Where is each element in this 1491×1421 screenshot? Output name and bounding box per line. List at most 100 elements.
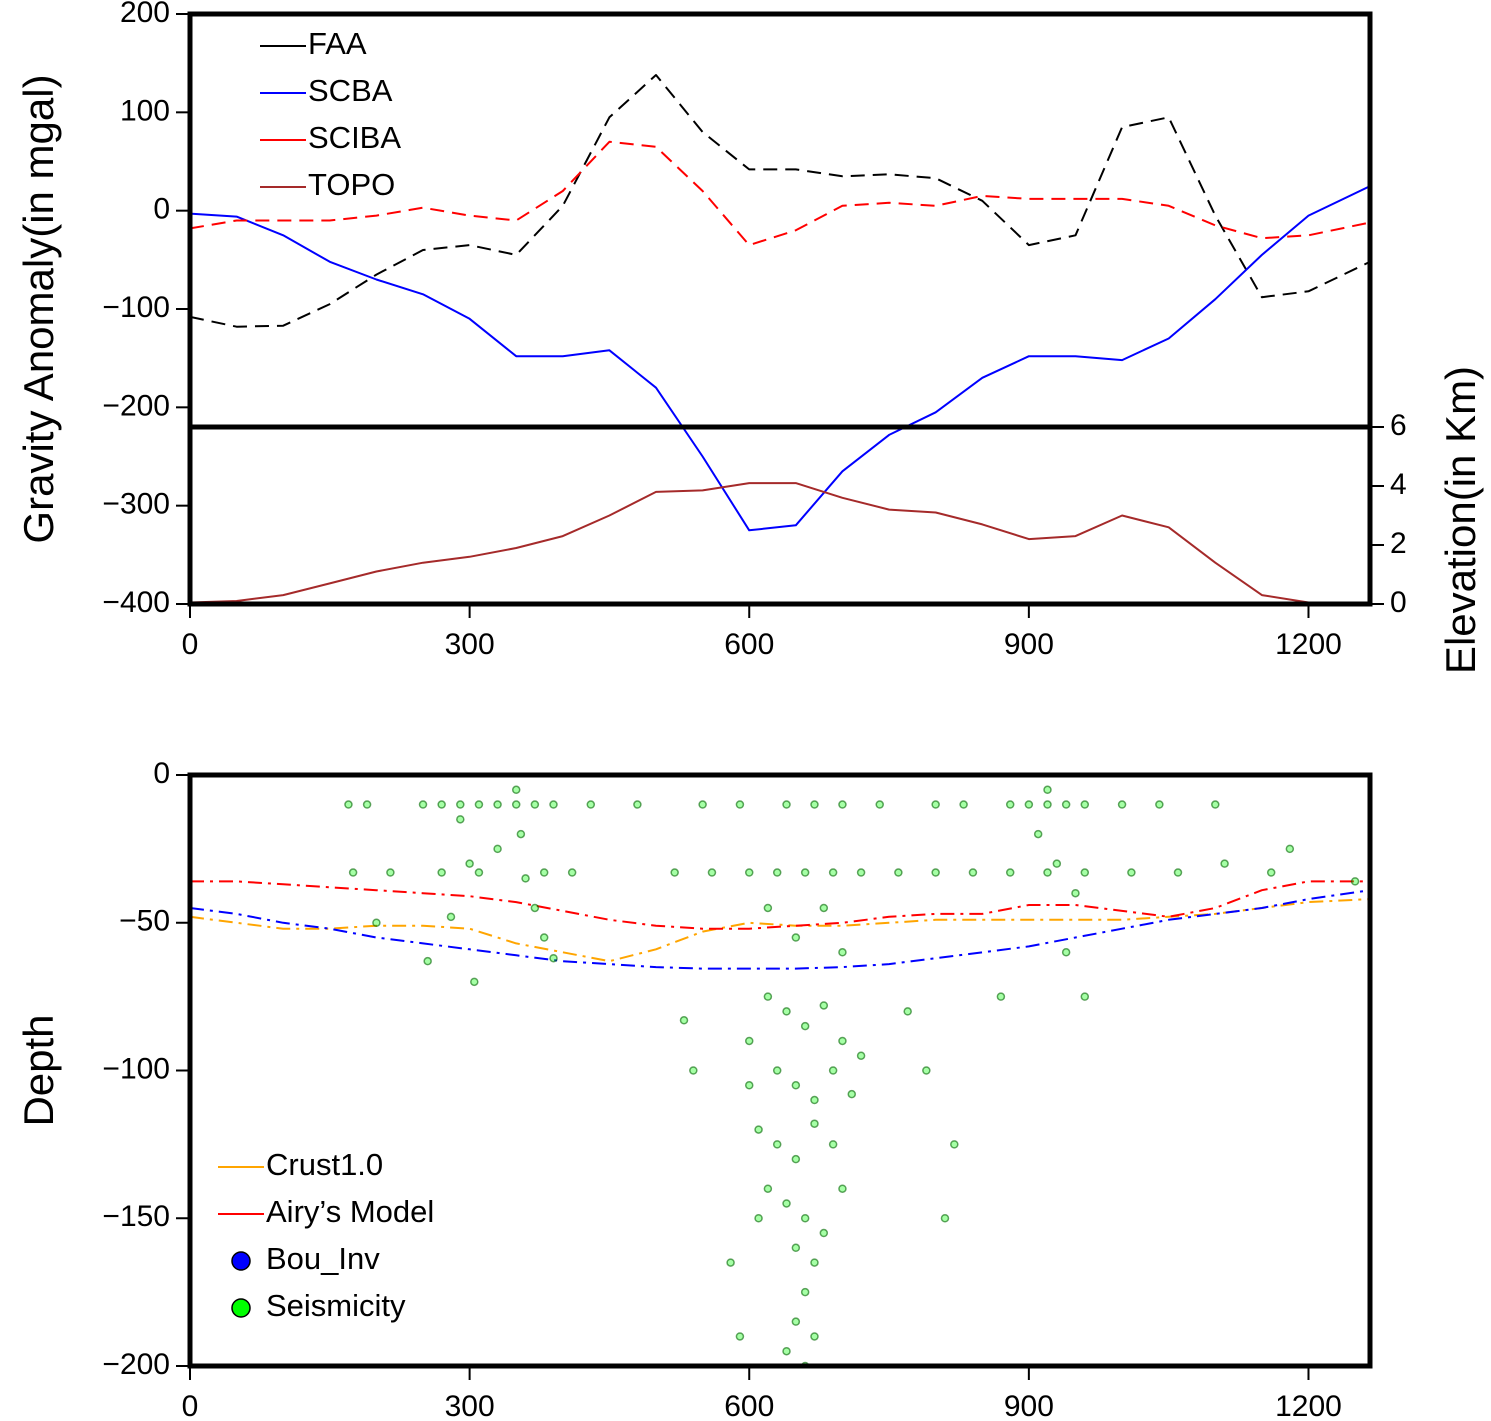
y-tick-label: 0	[153, 193, 170, 226]
seismic-event	[838, 1036, 847, 1046]
seismic-event	[493, 844, 502, 854]
legend-swatch	[231, 1298, 251, 1318]
seismic-event	[511, 800, 521, 809]
seismic-event	[726, 1258, 735, 1267]
seismic-event	[446, 912, 456, 922]
y-tick-label: −100	[102, 291, 170, 324]
seismic-event	[931, 800, 940, 809]
seismic-event	[940, 1214, 950, 1223]
seismic-event	[1043, 868, 1052, 877]
legend-label: Bou_Inv	[266, 1241, 380, 1276]
seismic-event	[754, 1125, 763, 1134]
seismic-event	[931, 868, 940, 877]
legend-label: Crust1.0	[266, 1147, 383, 1182]
seismic-event	[791, 1243, 801, 1253]
y2-axis-label: Elevation(in Km)	[1437, 366, 1484, 674]
seismic-event	[1155, 800, 1164, 809]
x-tick-label: 900	[1004, 1390, 1054, 1421]
legend-label: FAA	[308, 26, 367, 61]
x-tick-label: 600	[724, 628, 774, 661]
y-tick-label: −200	[102, 1348, 170, 1381]
y-tick-label: −200	[102, 389, 170, 422]
y2-tick-label: 0	[1390, 586, 1407, 619]
seismic-event	[810, 1095, 819, 1105]
x-tick-label: 600	[724, 1390, 774, 1421]
seismic-event	[344, 800, 353, 809]
y-tick-label: −300	[102, 488, 170, 521]
seismic-event	[539, 868, 549, 877]
plot-frame	[187, 11, 1373, 607]
seismic-event	[791, 933, 801, 942]
seismic-event	[800, 1021, 810, 1031]
seismic-event	[1080, 992, 1090, 1001]
seismic-event	[791, 1317, 801, 1326]
plot-frame	[187, 772, 1373, 1369]
x-tick-label: 300	[445, 1390, 495, 1421]
seismic-event	[763, 903, 773, 913]
seismic-event	[1173, 868, 1183, 877]
seismic-event	[1052, 859, 1062, 868]
seismic-event	[800, 1214, 810, 1223]
seismic-event	[372, 918, 381, 927]
seismic-event	[819, 1228, 829, 1238]
seismic-event	[772, 868, 782, 877]
seismic-event	[511, 785, 521, 795]
seismic-event	[1005, 868, 1015, 877]
seismic-event	[996, 992, 1006, 1001]
seismic-event	[875, 800, 884, 809]
seismic-event	[530, 903, 540, 913]
seismic-event	[1266, 868, 1276, 877]
plot-area	[190, 74, 1370, 604]
seismic-event	[959, 800, 968, 809]
seismic-event	[819, 903, 829, 913]
seismic-event	[800, 868, 810, 877]
series-line	[190, 185, 1370, 532]
seismic-event	[530, 800, 540, 809]
seismic-event	[679, 1016, 689, 1025]
seismic-event	[633, 800, 642, 809]
seismic-event	[856, 1051, 866, 1060]
seismic-event	[828, 1066, 838, 1075]
seismic-event	[791, 1081, 801, 1090]
seismic-event	[763, 1184, 773, 1193]
seismic-event	[456, 815, 465, 824]
seismic-event	[1080, 868, 1090, 877]
seismic-event	[1005, 800, 1015, 809]
seismic-event	[539, 933, 549, 942]
seismic-event	[418, 800, 428, 809]
y2-tick-label: 2	[1390, 527, 1407, 560]
seismic-event	[1071, 888, 1080, 898]
seismic-event	[763, 992, 773, 1001]
seismic-event	[800, 1287, 810, 1297]
legend-label: SCIBA	[308, 120, 401, 155]
seismic-event	[810, 1119, 819, 1128]
y2-tick-label: 6	[1390, 409, 1407, 442]
y-tick-label: −50	[119, 905, 170, 938]
seismic-event	[903, 1007, 912, 1016]
seismic-event	[810, 800, 819, 809]
seismic-event	[838, 1184, 847, 1193]
y-tick-label: 0	[153, 757, 170, 790]
seismic-event	[670, 868, 679, 877]
seismic-event	[567, 868, 577, 877]
seismic-event	[1061, 948, 1071, 957]
x-tick-label: 1200	[1275, 1390, 1342, 1421]
seismic-event	[968, 868, 978, 877]
legend-label: Airy’s Model	[266, 1194, 434, 1229]
seismic-event	[782, 1007, 791, 1016]
seismic-event	[782, 1346, 791, 1356]
seismic-event	[698, 800, 707, 809]
seismic-event	[348, 868, 358, 877]
legend-swatch	[231, 1251, 251, 1271]
seismic-event	[772, 1140, 782, 1149]
seismic-event	[1043, 800, 1052, 809]
y-axis-label: Gravity Anomaly(in mgal)	[15, 74, 62, 543]
seismic-event	[828, 868, 838, 877]
seismic-event	[810, 1332, 819, 1341]
seismic-event	[1127, 868, 1136, 877]
legend-label: TOPO	[308, 167, 395, 202]
seismic-event	[772, 1066, 782, 1075]
seismic-event	[819, 1001, 829, 1010]
y-tick-label: 200	[120, 0, 170, 29]
seismic-event	[1080, 800, 1090, 809]
